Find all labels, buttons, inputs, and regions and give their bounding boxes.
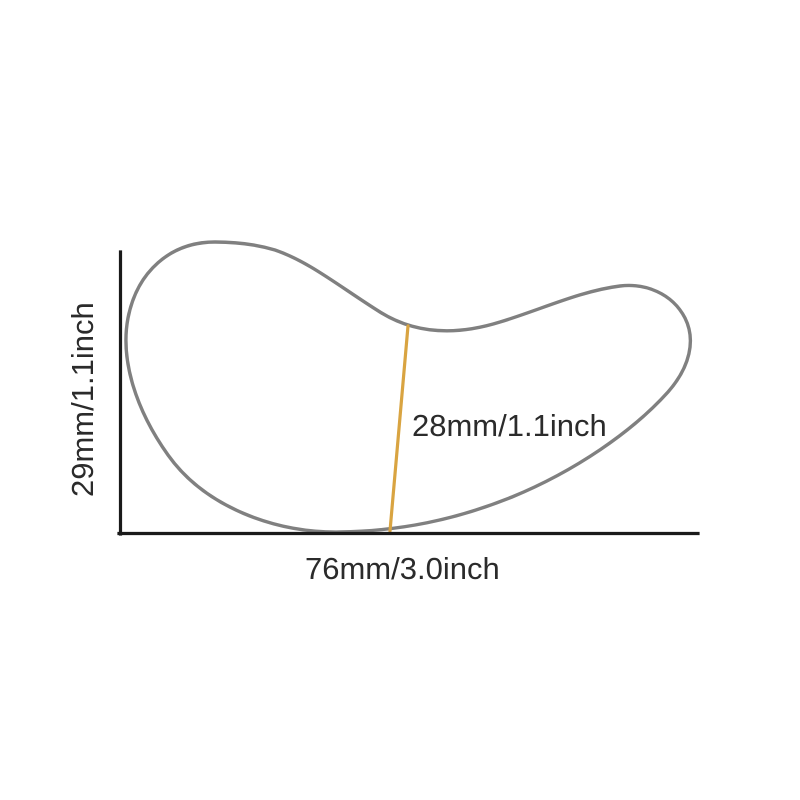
width-measurement-label: 76mm/3.0inch (305, 551, 500, 586)
product-outline-path (124, 240, 693, 534)
height-measurement-label: 29mm/1.1inch (65, 302, 100, 497)
depth-measure-line (388, 324, 410, 533)
depth-measurement-label: 28mm/1.1inch (412, 408, 607, 443)
